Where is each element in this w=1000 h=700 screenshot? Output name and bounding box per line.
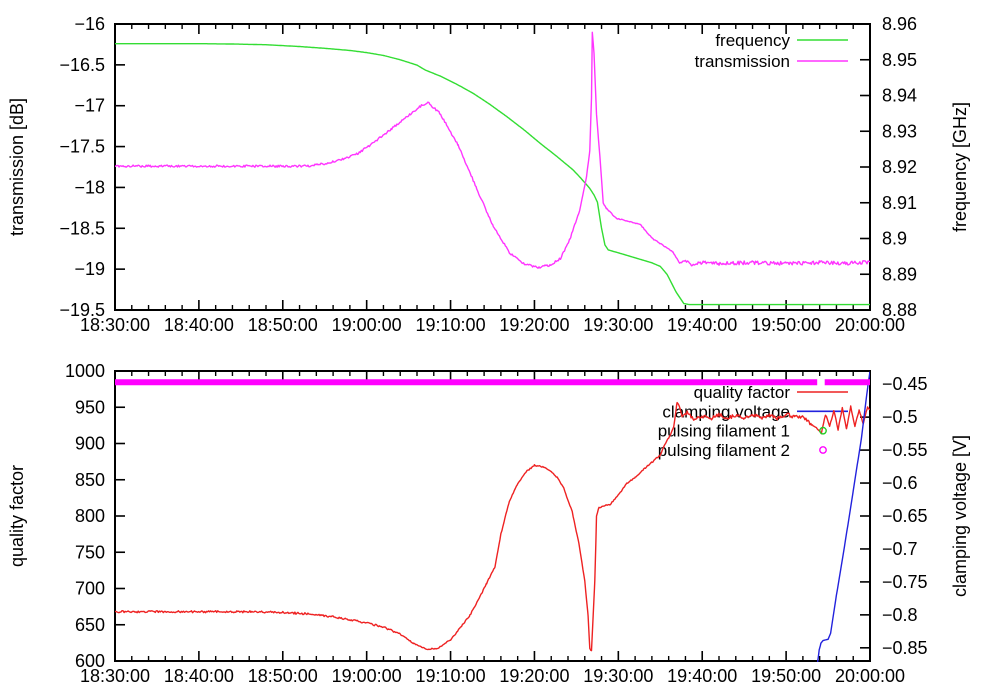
- y-right-tick-label: −0.45: [882, 374, 928, 394]
- legend-label-pulsing-filament-1: pulsing filament 1: [658, 422, 790, 441]
- y-right-tick-label: 8.91: [882, 193, 917, 213]
- y-right-tick-label: −0.55: [882, 440, 928, 460]
- y-left-tick-label: −18: [74, 177, 105, 197]
- y-left-tick-label: −17: [74, 96, 105, 116]
- legend-label-quality-factor: quality factor: [694, 383, 791, 402]
- x-tick-label: 19:10:00: [416, 315, 486, 335]
- y-left-tick-label: −16: [74, 14, 105, 34]
- y-right-tick-label: −0.6: [882, 473, 918, 493]
- y-left-tick-label: 850: [75, 470, 105, 490]
- y-right-tick-label: −0.65: [882, 506, 928, 526]
- x-tick-label: 19:20:00: [499, 315, 569, 335]
- y-right-tick-label: 8.96: [882, 14, 917, 34]
- y-right-tick-label: −0.8: [882, 605, 918, 625]
- x-tick-label: 19:50:00: [751, 315, 821, 335]
- y-left-tick-label: −19: [74, 259, 105, 279]
- y-left-tick-label: −18.5: [59, 218, 105, 238]
- x-tick-label: 19:00:00: [332, 666, 402, 686]
- legend-label-frequency: frequency: [715, 31, 790, 50]
- x-tick-label: 20:00:00: [835, 315, 905, 335]
- y-right-tick-label: 8.95: [882, 50, 917, 70]
- y-left-tick-label: 750: [75, 542, 105, 562]
- series-transmission: [115, 31, 870, 269]
- y-left-tick-label: 650: [75, 615, 105, 635]
- y-left-tick-label: −19.5: [59, 300, 105, 320]
- x-tick-label: 19:30:00: [583, 666, 653, 686]
- y-left-tick-label: 600: [75, 651, 105, 671]
- y-right-tick-label: 8.9: [882, 229, 907, 249]
- y-right-tick-label: −0.5: [882, 407, 918, 427]
- y-left-axis: −16 −16.5 −17 −17.5 −18 −18.5 −19 −19.5: [59, 14, 125, 320]
- series-group: [115, 371, 870, 662]
- x-tick-label: 19:10:00: [416, 666, 486, 686]
- legend-label-transmission: transmission: [695, 52, 790, 71]
- y-right-tick-label: −0.75: [882, 572, 928, 592]
- x-tick-label: 19:40:00: [667, 666, 737, 686]
- y-left-tick-label: 700: [75, 579, 105, 599]
- y-right-tick-label: 8.92: [882, 157, 917, 177]
- series-group: [115, 31, 870, 306]
- y-left-axis: 1000 950 900 850 800 750 700 650 600: [65, 361, 125, 671]
- x-axis: 18:30:00 18:40:00 18:50:00 19:00:00 19:10:00…: [80, 24, 905, 335]
- series-clamping-voltage: [816, 371, 870, 662]
- y-right-axis: −0.45 −0.5 −0.55 −0.6 −0.65 −0.7 −0.75 −0.8 −0.8…: [860, 374, 928, 658]
- y-right-tick-label: −0.7: [882, 539, 918, 559]
- x-tick-label: 18:40:00: [164, 666, 234, 686]
- y-left-tick-label: 800: [75, 506, 105, 526]
- y-left-tick-label: −17.5: [59, 137, 105, 157]
- y-right-tick-label: −0.85: [882, 638, 928, 658]
- x-tick-label: 18:50:00: [248, 666, 318, 686]
- x-tick-label: 19:50:00: [751, 666, 821, 686]
- series-frequency: [115, 43, 870, 306]
- x-tick-label: 19:20:00: [499, 666, 569, 686]
- y-right-tick-label: 8.94: [882, 86, 917, 106]
- x-tick-label: 18:50:00: [248, 315, 318, 335]
- legend-label-pulsing-filament-2: pulsing filament 2: [658, 441, 790, 460]
- x-tick-label: 19:40:00: [667, 315, 737, 335]
- legend-point-sample-pulsing-filament-1: [819, 426, 827, 435]
- x-tick-label: 18:30:00: [80, 315, 150, 335]
- x-tick-label: 20:00:00: [835, 666, 905, 686]
- x-tick-label: 18:30:00: [80, 666, 150, 686]
- y-right-tick-label: 8.88: [882, 300, 917, 320]
- series-quality-factor: [115, 401, 870, 652]
- y-right-axis-title: clamping voltage [V]: [950, 435, 970, 597]
- y-left-axis-title: quality factor: [7, 465, 27, 567]
- y-right-axis: 8.96 8.95 8.94 8.93 8.92 8.91 8.9 8.89 8.88: [860, 14, 917, 320]
- y-left-tick-label: 1000: [65, 361, 105, 381]
- y-right-tick-label: 8.93: [882, 121, 917, 141]
- y-left-tick-label: −16.5: [59, 55, 105, 75]
- y-left-tick-label: 950: [75, 397, 105, 417]
- y-left-tick-label: 900: [75, 434, 105, 454]
- x-tick-label: 19:30:00: [583, 315, 653, 335]
- y-right-tick-label: 8.89: [882, 264, 917, 284]
- x-tick-label: 19:00:00: [332, 315, 402, 335]
- legend-point-sample-pulsing-filament-2: [819, 446, 827, 454]
- x-tick-label: 18:40:00: [164, 315, 234, 335]
- y-right-axis-title: frequency [GHz]: [950, 102, 970, 232]
- y-left-axis-title: transmission [dB]: [7, 98, 27, 236]
